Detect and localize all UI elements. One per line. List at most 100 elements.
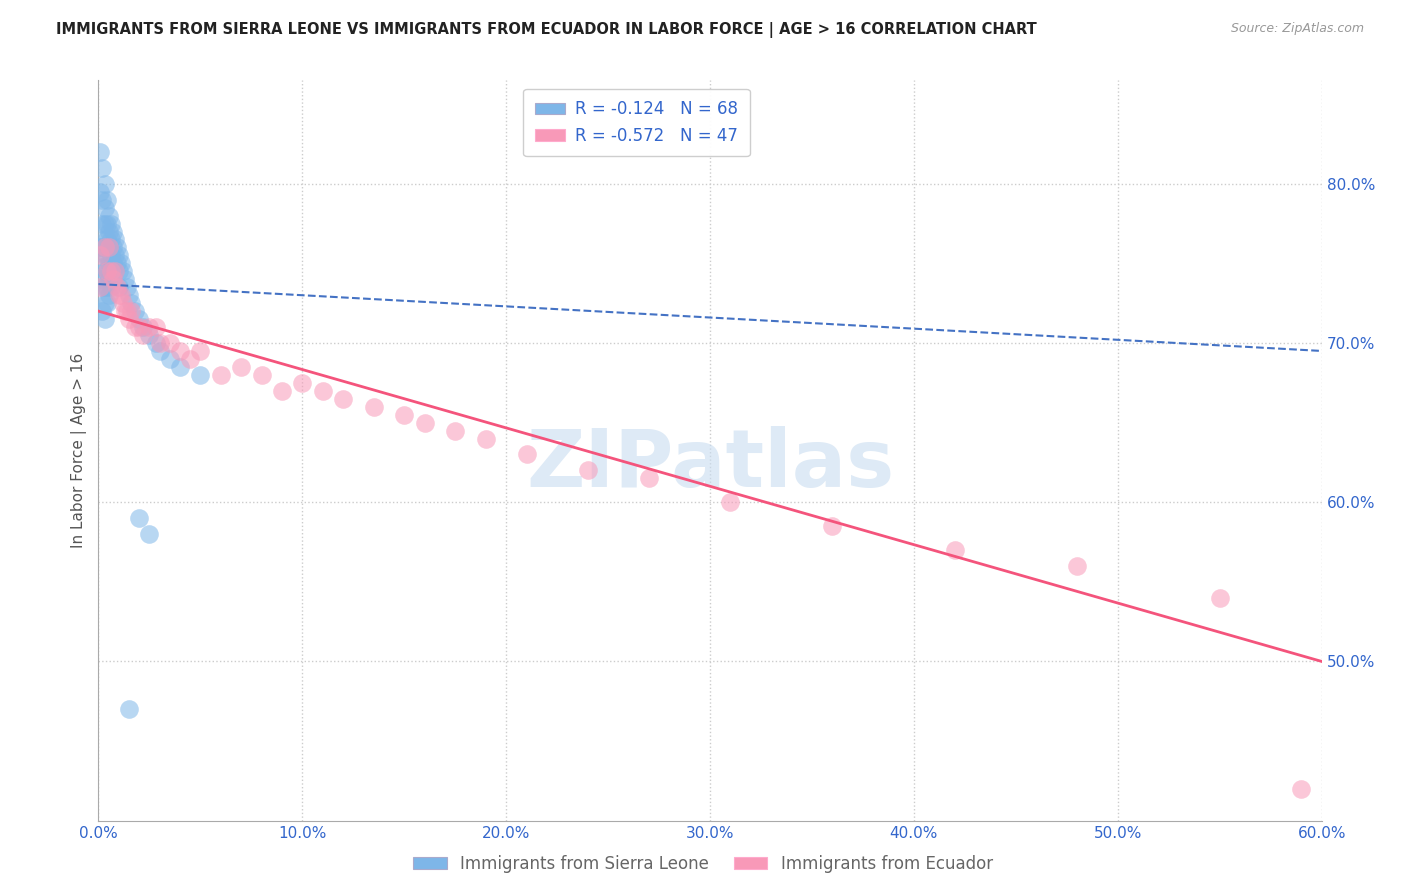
Point — [89, 145, 111, 159]
Legend: R = -0.124   N = 68, R = -0.572   N = 47: R = -0.124 N = 68, R = -0.572 N = 47 — [523, 88, 749, 156]
Point — [145, 320, 167, 334]
Point — [138, 527, 160, 541]
Point — [128, 312, 150, 326]
Point — [138, 320, 160, 334]
Point — [111, 296, 134, 310]
Point — [108, 264, 131, 278]
Point — [114, 304, 136, 318]
Point — [100, 248, 122, 262]
Point — [93, 312, 115, 326]
Point — [97, 240, 120, 254]
Point — [821, 519, 844, 533]
Point — [105, 256, 128, 270]
Point — [89, 240, 111, 254]
Point — [118, 312, 141, 326]
Point — [111, 264, 134, 278]
Point — [124, 304, 146, 318]
Point — [118, 288, 141, 302]
Point — [96, 264, 118, 278]
Text: IMMIGRANTS FROM SIERRA LEONE VS IMMIGRANTS FROM ECUADOR IN LABOR FORCE | AGE > 1: IMMIGRANTS FROM SIERRA LEONE VS IMMIGRAN… — [56, 22, 1038, 38]
Point — [943, 543, 966, 558]
Point — [114, 272, 136, 286]
Point — [96, 248, 118, 262]
Point — [101, 272, 124, 286]
Point — [97, 288, 120, 302]
Point — [100, 232, 122, 246]
Point — [104, 264, 127, 278]
Point — [91, 217, 114, 231]
Point — [97, 240, 120, 254]
Point — [91, 240, 114, 254]
Point — [93, 296, 115, 310]
Point — [413, 416, 436, 430]
Point — [104, 232, 127, 246]
Point — [149, 336, 172, 351]
Point — [132, 320, 155, 334]
Point — [124, 320, 146, 334]
Point — [91, 260, 114, 274]
Point — [89, 272, 111, 286]
Point — [101, 256, 124, 270]
Point — [145, 336, 167, 351]
Point — [93, 217, 115, 231]
Point — [392, 408, 416, 422]
Point — [312, 384, 335, 398]
Point — [104, 248, 127, 262]
Point — [188, 368, 212, 382]
Point — [159, 336, 181, 351]
Point — [576, 463, 599, 477]
Point — [108, 248, 131, 262]
Point — [91, 304, 114, 318]
Point — [97, 209, 120, 223]
Point — [169, 359, 191, 374]
Point — [474, 432, 498, 446]
Point — [97, 256, 120, 270]
Text: ZIPatlas: ZIPatlas — [526, 426, 894, 504]
Point — [91, 161, 114, 175]
Point — [96, 217, 118, 231]
Point — [93, 240, 115, 254]
Point — [188, 343, 212, 358]
Point — [96, 232, 118, 246]
Legend: Immigrants from Sierra Leone, Immigrants from Ecuador: Immigrants from Sierra Leone, Immigrants… — [406, 848, 1000, 880]
Point — [1291, 781, 1313, 796]
Point — [120, 304, 142, 318]
Point — [96, 296, 118, 310]
Point — [101, 272, 124, 286]
Point — [209, 368, 232, 382]
Text: Source: ZipAtlas.com: Source: ZipAtlas.com — [1230, 22, 1364, 36]
Point — [1209, 591, 1232, 605]
Point — [93, 280, 115, 294]
Point — [516, 447, 538, 461]
Point — [110, 288, 132, 302]
Point — [108, 288, 131, 302]
Point — [149, 343, 172, 358]
Point — [89, 248, 111, 262]
Point — [637, 471, 661, 485]
Point — [89, 280, 111, 294]
Point — [231, 359, 253, 374]
Point — [93, 201, 115, 215]
Point — [718, 495, 742, 509]
Point — [270, 384, 294, 398]
Point — [159, 351, 181, 366]
Point — [91, 280, 114, 294]
Point — [444, 424, 467, 438]
Point — [96, 264, 118, 278]
Point — [105, 280, 128, 294]
Point — [132, 328, 155, 343]
Point — [138, 328, 160, 343]
Point — [93, 232, 115, 246]
Point — [101, 240, 124, 254]
Point — [179, 351, 201, 366]
Point — [89, 185, 111, 199]
Point — [101, 225, 124, 239]
Point — [93, 177, 115, 191]
Point — [115, 280, 138, 294]
Point — [250, 368, 273, 382]
Point — [128, 511, 150, 525]
Point — [100, 217, 122, 231]
Point — [93, 264, 115, 278]
Point — [93, 248, 115, 262]
Point — [363, 400, 385, 414]
